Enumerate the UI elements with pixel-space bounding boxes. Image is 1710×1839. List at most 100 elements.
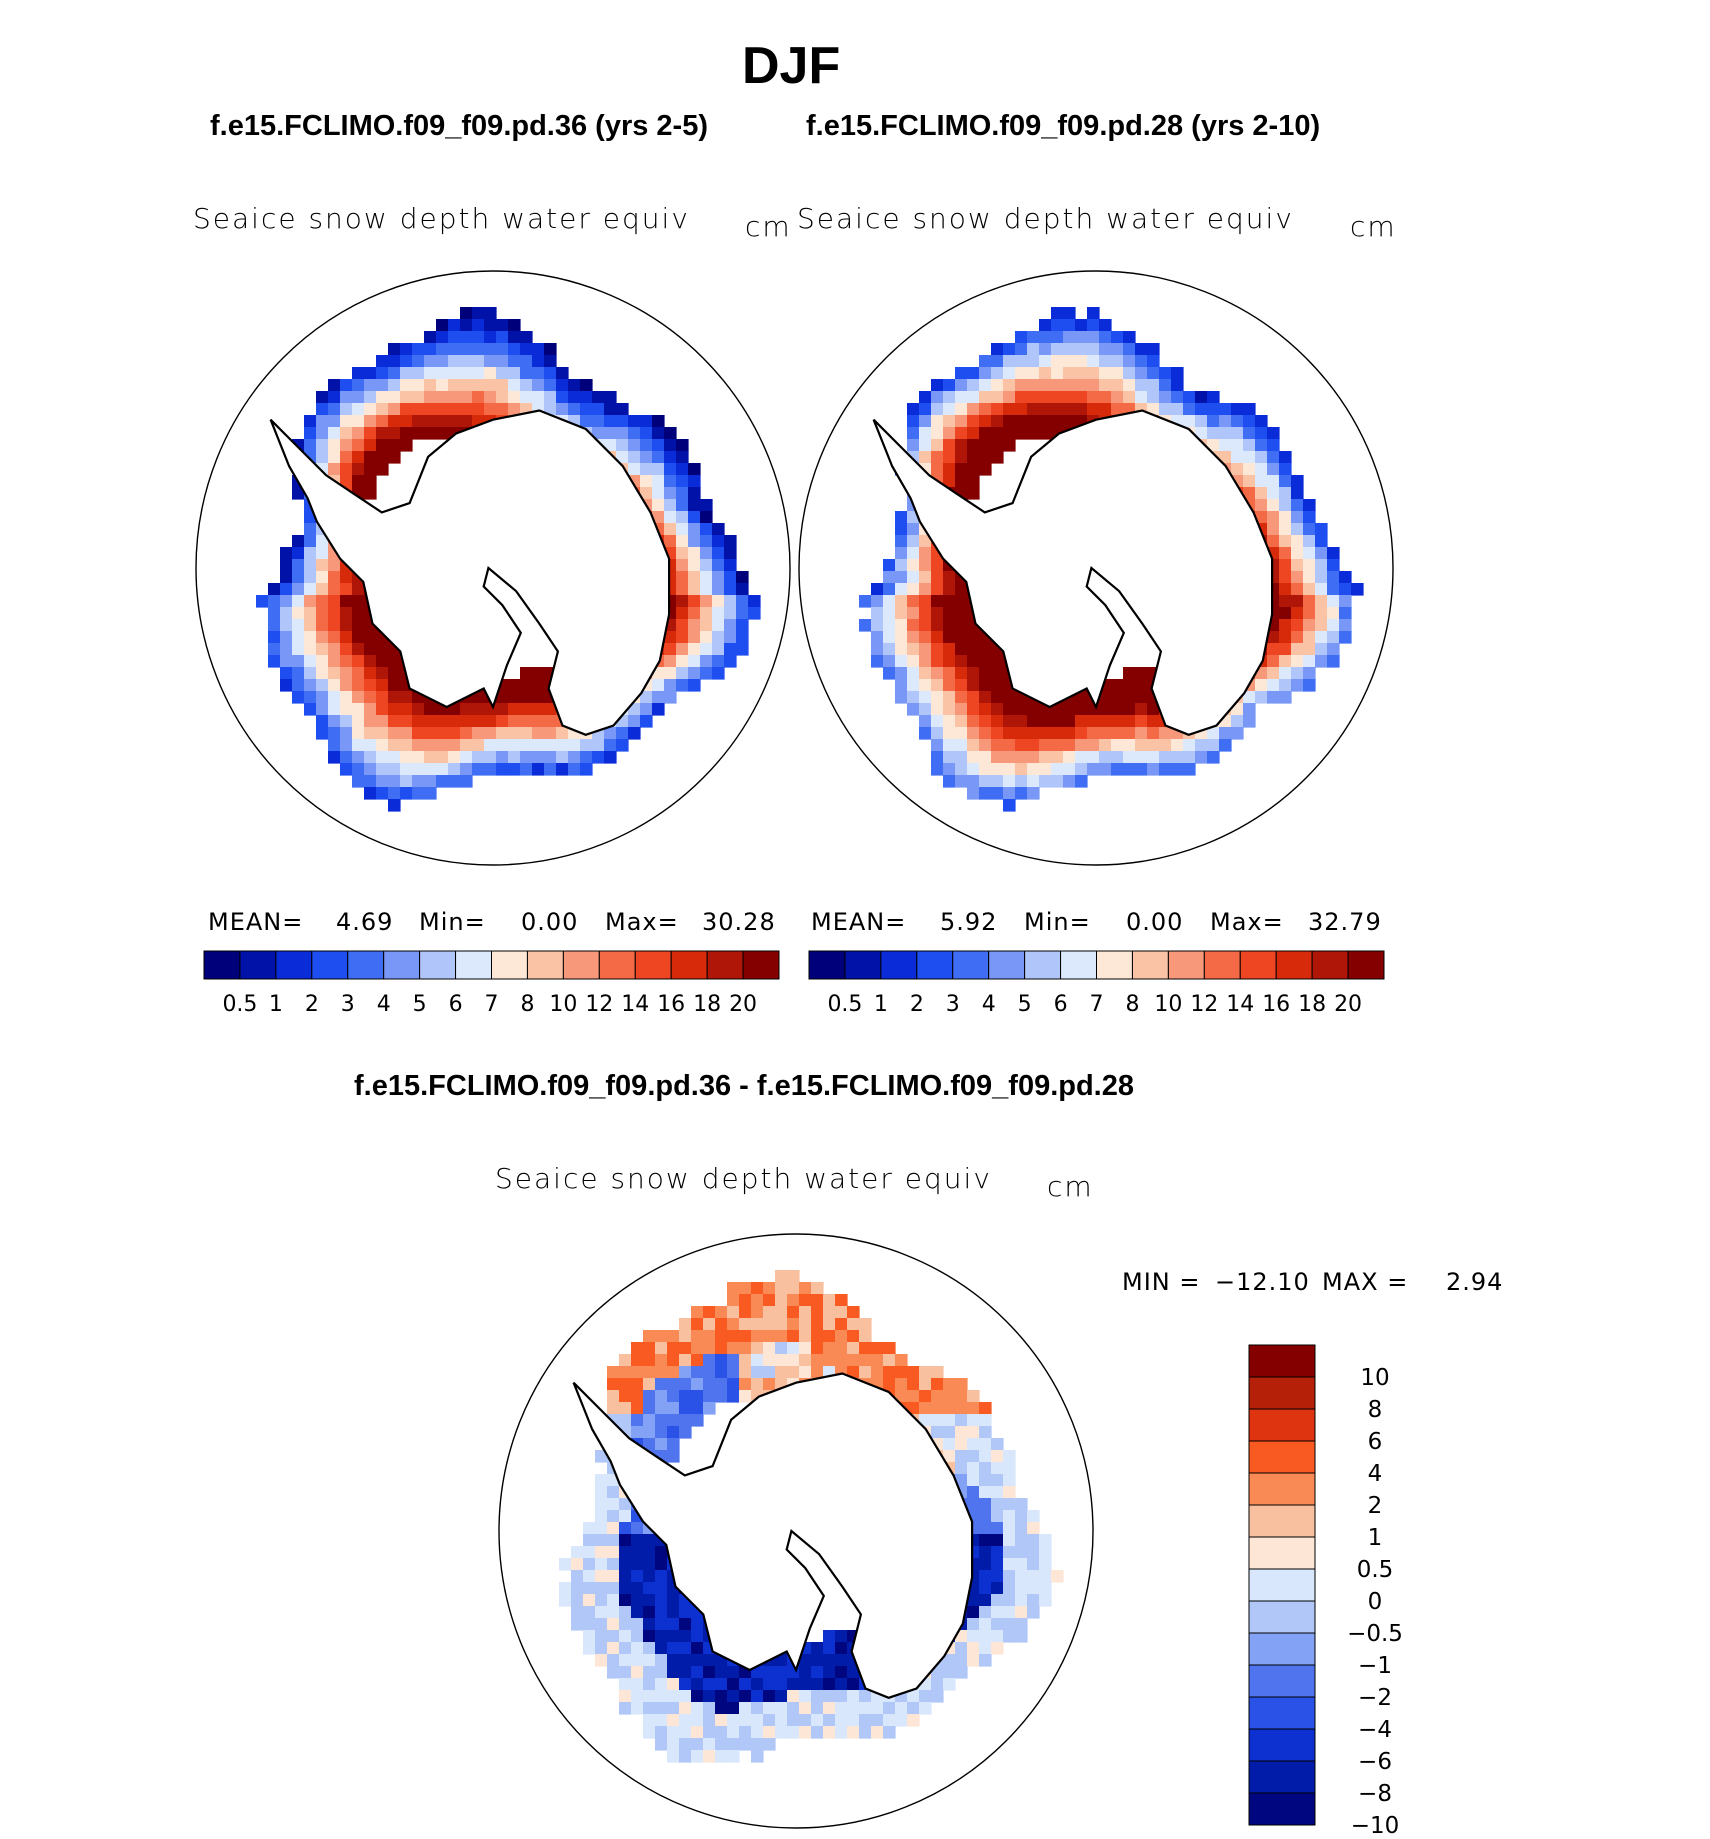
left-colorbar-swatch bbox=[419, 950, 457, 980]
right-colorbar-tick-label: 10 bbox=[1154, 992, 1182, 1017]
left-colorbar-swatch bbox=[203, 950, 241, 980]
diff-colorbar-tick-label: −8 bbox=[1358, 1781, 1392, 1807]
left-colorbar-tick-label: 3 bbox=[341, 992, 355, 1017]
right-colorbar-tick-label: 6 bbox=[1054, 992, 1068, 1017]
left-colorbar-tick-label: 0.5 bbox=[222, 992, 257, 1017]
diff-colorbar-tick-label: −2 bbox=[1358, 1685, 1392, 1711]
left-colorbar-tick-label: 16 bbox=[657, 992, 685, 1017]
case-label-left: f.e15.FCLIMO.f09_f09.pd.36 (yrs 2-5) bbox=[210, 110, 708, 142]
left-panel-map-boundary bbox=[195, 270, 791, 866]
left-colorbar-swatch bbox=[598, 950, 636, 980]
right-colorbar-tick-label: 16 bbox=[1262, 992, 1290, 1017]
diff-panel-map bbox=[498, 1233, 1094, 1829]
right-colorbar-tick-label: 8 bbox=[1125, 992, 1139, 1017]
left-panel-antarctica-outline bbox=[269, 409, 671, 736]
right-panel-map-boundary bbox=[798, 270, 1394, 866]
right-colorbar-tick-label: 0.5 bbox=[827, 992, 862, 1017]
right-panel-map bbox=[798, 270, 1394, 866]
diff-colorbar-tick-label: 0 bbox=[1368, 1589, 1383, 1615]
diff-panel-map-boundary bbox=[498, 1233, 1094, 1829]
right-colorbar-swatch bbox=[1239, 950, 1277, 980]
diff-colorbar-tick-label: −4 bbox=[1358, 1717, 1392, 1743]
right-colorbar-tick-label: 14 bbox=[1226, 992, 1254, 1017]
right-colorbar-swatch bbox=[1347, 950, 1385, 980]
right-max-value: 32.79 bbox=[1308, 908, 1382, 936]
left-colorbar-swatch bbox=[311, 950, 349, 980]
left-colorbar-tick-label: 7 bbox=[485, 992, 499, 1017]
right-colorbar-swatch bbox=[880, 950, 918, 980]
right-min-value: 0.00 bbox=[1126, 908, 1184, 936]
diff-panel-units: cm bbox=[1047, 1170, 1094, 1203]
right-mean-label: MEAN= bbox=[811, 908, 907, 936]
left-colorbar-tick-label: 1 bbox=[269, 992, 283, 1017]
right-colorbar-swatch bbox=[1203, 950, 1241, 980]
diff-colorbar-tick-label: 2 bbox=[1368, 1493, 1383, 1519]
right-colorbar-tick-label: 7 bbox=[1090, 992, 1104, 1017]
left-max-label: Max= bbox=[605, 908, 679, 936]
page-title: DJF bbox=[742, 37, 841, 95]
difference-header: f.e15.FCLIMO.f09_f09.pd.36 - f.e15.FCLIM… bbox=[354, 1070, 1134, 1102]
diff-colorbar-swatch bbox=[1248, 1504, 1316, 1538]
right-colorbar-tick-label: 5 bbox=[1018, 992, 1032, 1017]
diff-colorbar-swatch bbox=[1248, 1792, 1316, 1826]
diff-colorbar-swatch bbox=[1248, 1728, 1316, 1762]
left-colorbar-swatch bbox=[275, 950, 313, 980]
right-colorbar-tick-label: 20 bbox=[1334, 992, 1362, 1017]
diff-colorbar-tick-label: 0.5 bbox=[1357, 1557, 1394, 1583]
diff-colorbar-swatch bbox=[1248, 1632, 1316, 1666]
case-label-right: f.e15.FCLIMO.f09_f09.pd.28 (yrs 2-10) bbox=[806, 110, 1321, 142]
left-min-value: 0.00 bbox=[521, 908, 579, 936]
right-colorbar-tick-label: 4 bbox=[982, 992, 996, 1017]
left-colorbar-swatch bbox=[634, 950, 672, 980]
diff-max-value: 2.94 bbox=[1446, 1268, 1504, 1296]
right-colorbar-swatch bbox=[844, 950, 882, 980]
diff-colorbar-swatch bbox=[1248, 1568, 1316, 1602]
diff-colorbar-tick-label: 4 bbox=[1368, 1461, 1383, 1487]
diff-min-value: −12.10 bbox=[1215, 1268, 1310, 1296]
left-colorbar-tick-label: 10 bbox=[549, 992, 577, 1017]
right-colorbar-swatch bbox=[1024, 950, 1062, 980]
left-colorbar-tick-label: 20 bbox=[729, 992, 757, 1017]
right-colorbar-tick-label: 3 bbox=[946, 992, 960, 1017]
right-colorbar-swatch bbox=[1131, 950, 1169, 980]
right-colorbar-swatch bbox=[952, 950, 990, 980]
diff-colorbar-swatch bbox=[1248, 1344, 1316, 1378]
diff-colorbar-swatch bbox=[1248, 1472, 1316, 1506]
diff-colorbar-tick-label: −10 bbox=[1351, 1813, 1400, 1839]
diff-colorbar-swatch bbox=[1248, 1600, 1316, 1634]
diff-panel-title: Seaice snow depth water equiv bbox=[495, 1162, 992, 1195]
left-colorbar-swatch bbox=[670, 950, 708, 980]
left-panel-map bbox=[195, 270, 791, 866]
left-colorbar-swatch bbox=[526, 950, 564, 980]
right-colorbar-tick-label: 12 bbox=[1190, 992, 1218, 1017]
diff-colorbar-swatch bbox=[1248, 1408, 1316, 1442]
diff-colorbar-swatch bbox=[1248, 1536, 1316, 1570]
left-colorbar-tick-label: 4 bbox=[377, 992, 391, 1017]
right-mean-value: 5.92 bbox=[940, 908, 998, 936]
left-colorbar-tick-label: 6 bbox=[449, 992, 463, 1017]
left-panel-units: cm bbox=[745, 210, 792, 243]
left-colorbar-swatch bbox=[742, 950, 780, 980]
diff-colorbar-tick-label: −6 bbox=[1358, 1749, 1392, 1775]
left-colorbar-tick-label: 5 bbox=[413, 992, 427, 1017]
right-colorbar-swatch bbox=[1096, 950, 1133, 980]
diff-colorbar-tick-label: −0.5 bbox=[1347, 1621, 1403, 1647]
right-colorbar-swatch bbox=[1275, 950, 1313, 980]
diff-colorbar-tick-label: 6 bbox=[1368, 1429, 1383, 1455]
left-max-value: 30.28 bbox=[702, 908, 776, 936]
diff-panel-antarctica-outline bbox=[572, 1372, 974, 1699]
left-panel-title: Seaice snow depth water equiv bbox=[193, 202, 690, 235]
left-colorbar-swatch bbox=[347, 950, 385, 980]
right-colorbar-swatch bbox=[808, 950, 846, 980]
right-colorbar-swatch bbox=[988, 950, 1026, 980]
right-colorbar-swatch bbox=[916, 950, 954, 980]
diff-colorbar-swatch bbox=[1248, 1696, 1316, 1730]
diff-colorbar-swatch bbox=[1248, 1664, 1316, 1698]
left-colorbar-tick-label: 18 bbox=[693, 992, 721, 1017]
diff-colorbar-tick-label: 1 bbox=[1368, 1525, 1383, 1551]
left-mean-value: 4.69 bbox=[336, 908, 394, 936]
right-colorbar-swatch bbox=[1311, 950, 1349, 980]
left-colorbar-swatch bbox=[455, 950, 492, 980]
diff-colorbar-swatch bbox=[1248, 1440, 1316, 1474]
right-colorbar-swatch bbox=[1060, 950, 1097, 980]
